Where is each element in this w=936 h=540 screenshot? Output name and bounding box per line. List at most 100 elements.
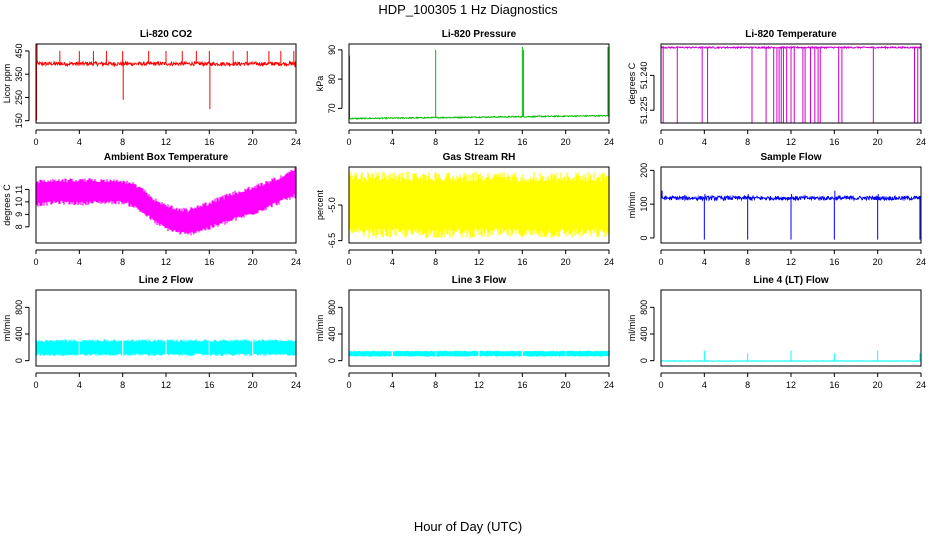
y-axis: -6.5 -5.0 [327, 197, 343, 248]
y-tick-label: 450 [14, 43, 24, 58]
x-axis: 0 4 8 12 16 20 24 [658, 249, 926, 267]
y-tick-label: 80 [327, 74, 337, 84]
x-tick-label: 4 [77, 137, 82, 147]
y-tick-label: 9 [14, 212, 24, 217]
y-axis-label: degrees C [627, 62, 637, 104]
x-tick-label: 16 [829, 257, 839, 267]
plot-frame [348, 43, 610, 124]
x-tick-label: 12 [786, 380, 796, 390]
y-tick-label: 250 [14, 90, 24, 105]
y-tick-label: 0 [327, 358, 337, 363]
figure-x-axis-label: Hour of Day (UTC) [413, 519, 523, 534]
chart-series [660, 190, 922, 240]
y-axis: 0 400 800 [14, 300, 30, 363]
x-tick-label: 0 [658, 257, 663, 267]
x-tick-label: 0 [33, 137, 38, 147]
x-tick-label: 0 [346, 137, 351, 147]
y-tick-label: 100 [639, 197, 649, 212]
x-tick-label: 8 [120, 257, 125, 267]
y-axis: 51.225 51.240 [639, 62, 655, 124]
plot-frame [660, 289, 922, 367]
x-tick-label: 8 [745, 137, 750, 147]
x-tick-label: 8 [433, 137, 438, 147]
x-tick-label: 4 [390, 257, 395, 267]
y-axis-label: ml/min [315, 315, 325, 342]
x-tick-label: 4 [702, 380, 707, 390]
x-tick-label: 16 [517, 380, 527, 390]
x-axis: 0 4 8 12 16 20 24 [33, 129, 301, 147]
y-tick-label: 400 [14, 326, 24, 341]
x-tick-label: 0 [346, 257, 351, 267]
y-tick-label: -5.0 [327, 197, 337, 213]
x-tick-label: 24 [291, 380, 301, 390]
y-axis: 0 100 200 [639, 163, 655, 240]
x-tick-label: 8 [433, 380, 438, 390]
chart-title: Line 4 (LT) Flow [753, 275, 829, 286]
x-tick-label: 24 [916, 380, 926, 390]
x-tick-label: 0 [658, 380, 663, 390]
plot-frame [660, 43, 922, 124]
x-tick-label: 20 [561, 137, 571, 147]
x-tick-label: 12 [474, 137, 484, 147]
y-tick-label: 10 [14, 197, 24, 207]
x-tick-label: 4 [702, 257, 707, 267]
x-tick-label: 0 [658, 137, 663, 147]
x-tick-label: 20 [248, 257, 258, 267]
x-tick-label: 24 [291, 137, 301, 147]
chart-title: Line 2 Flow [139, 275, 194, 286]
x-tick-label: 16 [517, 257, 527, 267]
x-tick-label: 20 [561, 257, 571, 267]
x-tick-label: 8 [433, 257, 438, 267]
y-tick-label: 8 [14, 224, 24, 229]
x-tick-label: 8 [745, 257, 750, 267]
x-tick-label: 0 [33, 380, 38, 390]
chart-title: Sample Flow [760, 152, 821, 163]
y-tick-label: 51.225 [639, 96, 649, 124]
x-tick-label: 8 [745, 380, 750, 390]
x-tick-label: 16 [517, 137, 527, 147]
x-axis: 0 4 8 12 16 20 24 [658, 129, 926, 147]
x-tick-label: 20 [561, 380, 571, 390]
chart-title: Gas Stream RH [443, 152, 516, 163]
y-tick-label: 51.240 [639, 62, 649, 90]
chart-series [660, 350, 922, 363]
x-tick-label: 4 [77, 380, 82, 390]
chart-panel-6: Sample Flow 0 4 8 12 16 20 24 0 100 200 ml/min [627, 152, 926, 267]
x-tick-label: 20 [248, 137, 258, 147]
y-axis-label: kPa [315, 76, 325, 92]
x-tick-label: 12 [474, 257, 484, 267]
y-tick-label: 400 [639, 326, 649, 341]
y-tick-label: 0 [639, 235, 649, 240]
chart-series [35, 338, 297, 357]
x-tick-label: 16 [829, 380, 839, 390]
x-tick-label: 20 [248, 380, 258, 390]
y-tick-label: 400 [327, 326, 337, 341]
y-tick-label: 0 [639, 358, 649, 363]
x-axis: 0 4 8 12 16 20 24 [658, 372, 926, 390]
plot-frame [35, 289, 297, 367]
y-tick-label: 11 [14, 185, 24, 194]
chart-title: Ambient Box Temperature [104, 152, 229, 163]
x-tick-label: 0 [33, 257, 38, 267]
chart-series [348, 349, 610, 358]
x-tick-label: 12 [474, 380, 484, 390]
y-tick-label: 150 [14, 113, 24, 128]
chart-title: Li-820 Temperature [745, 29, 837, 40]
y-tick-label: 0 [14, 358, 24, 363]
x-axis: 0 4 8 12 16 20 24 [346, 372, 614, 390]
x-tick-label: 16 [204, 380, 214, 390]
chart-series [35, 167, 297, 236]
y-tick-label: 800 [327, 300, 337, 315]
plot-frame [660, 166, 922, 244]
y-axis: 0 400 800 [639, 300, 655, 363]
x-axis: 0 4 8 12 16 20 24 [33, 372, 301, 390]
y-tick-label: 800 [639, 300, 649, 315]
x-axis: 0 4 8 12 16 20 24 [346, 249, 614, 267]
x-tick-label: 8 [120, 380, 125, 390]
plot-frame [348, 166, 610, 244]
x-tick-label: 4 [390, 380, 395, 390]
y-tick-label: 90 [327, 45, 337, 55]
